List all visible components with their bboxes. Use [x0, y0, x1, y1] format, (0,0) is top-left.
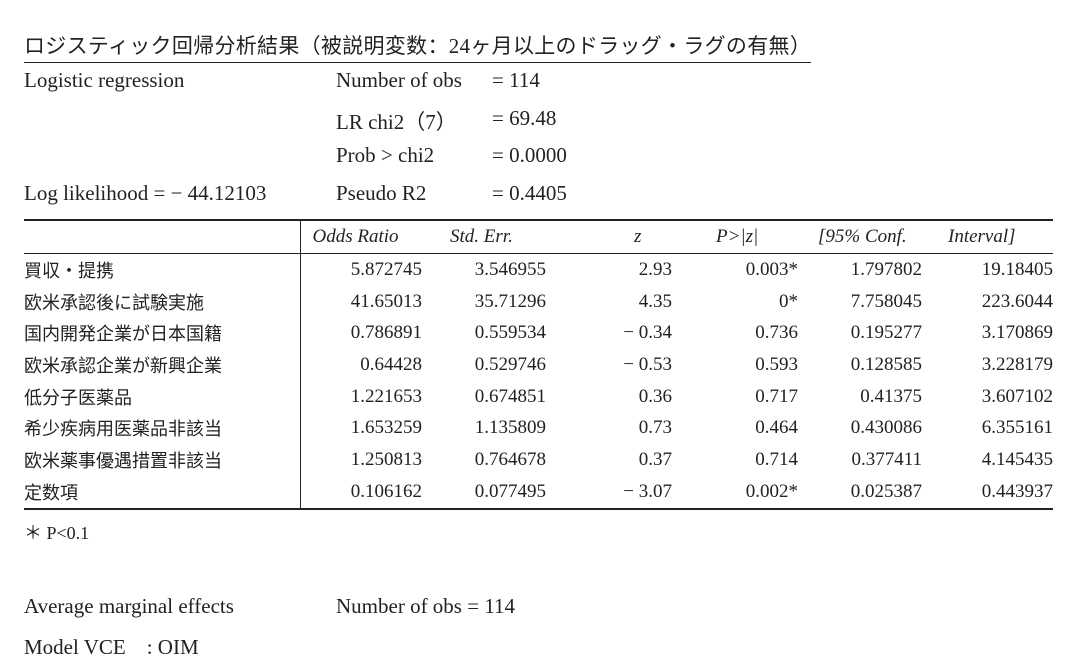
- cell-odds-ratio: 1.653259: [350, 417, 422, 439]
- cell-variable: 欧米薬事優遇措置非該当: [24, 444, 301, 476]
- cell-variable: 低分子医薬品: [24, 380, 301, 413]
- cell-conf-low: 0.377411: [851, 448, 922, 470]
- cell-conf-low: 0.430086: [850, 417, 922, 439]
- cell-odds-ratio: 1.221653: [350, 385, 422, 407]
- footnote: ＊ P<0.1: [24, 523, 90, 543]
- cell-odds-ratio: 0.786891: [350, 322, 422, 344]
- model-vce: Model VCE : OIM: [24, 635, 199, 659]
- stat-key-nobs: Number of obs: [336, 68, 462, 92]
- cell-odds-ratio: 0.64428: [360, 353, 422, 375]
- cell-conf-high: 3.607102: [981, 385, 1053, 407]
- cell-conf-high: 19.18405: [981, 258, 1053, 280]
- header-variable: [24, 220, 301, 254]
- cell-variable: 欧米承認企業が新興企業: [24, 349, 301, 381]
- cell-conf-low: 0.195277: [850, 322, 922, 344]
- cell-conf-high: 0.443937: [981, 480, 1053, 502]
- table-row: 定数項 0.106162 0.077495 − 3.07 0.002* 0.025387 0…: [24, 475, 1053, 509]
- table-row: 欧米承認企業が新興企業 0.64428 0.529746 − 0.53 0.593 0.1…: [24, 349, 1053, 381]
- cell-z: 0.37: [638, 448, 672, 470]
- stat-value-pseudo-r2: = 0.4405: [492, 181, 567, 205]
- cell-z: − 0.53: [623, 353, 672, 375]
- cell-p-value: 0.593: [755, 353, 798, 375]
- header-conf-high: Interval]: [948, 226, 1016, 247]
- stat-value-nobs: = 114: [492, 68, 540, 92]
- cell-std-err: 1.135809: [474, 417, 546, 439]
- cell-p-value: 0.736: [755, 322, 798, 344]
- cell-odds-ratio: 41.65013: [350, 290, 422, 312]
- header-std-err: Std. Err.: [450, 226, 513, 247]
- cell-odds-ratio: 0.106162: [350, 480, 422, 502]
- cell-z: − 0.34: [623, 322, 672, 344]
- cell-variable: 買収・提携: [24, 253, 301, 286]
- table-row: 国内開発企業が日本国籍 0.786891 0.559534 − 0.34 0.736 0.…: [24, 317, 1053, 350]
- stat-key-lr-chi2: LR chi2（7）: [336, 110, 457, 134]
- cell-p-value: 0.464: [755, 417, 798, 439]
- header-conf-low: [95% Conf.: [818, 226, 907, 247]
- cell-z: − 3.07: [623, 480, 672, 502]
- cell-z: 4.35: [638, 290, 672, 312]
- cell-conf-high: 4.145435: [981, 448, 1053, 470]
- marginal-nobs: Number of obs = 114: [336, 594, 516, 618]
- cell-std-err: 0.764678: [474, 448, 546, 470]
- cell-conf-high: 223.6044: [981, 290, 1053, 312]
- page-title: ロジスティック回帰分析結果（被説明変数：24ヶ月以上のドラッグ・ラグの有無）: [24, 30, 812, 63]
- cell-variable: 国内開発企業が日本国籍: [24, 317, 301, 350]
- table-row: 希少疾病用医薬品非該当 1.653259 1.135809 0.73 0.464 0.43…: [24, 412, 1053, 445]
- cell-variable: 希少疾病用医薬品非該当: [24, 412, 301, 445]
- cell-std-err: 0.077495: [474, 480, 546, 502]
- table-row: 買収・提携 5.872745 3.546955 2.93 0.003* 1.797802 1…: [24, 253, 1053, 286]
- cell-conf-low: 0.128585: [850, 353, 922, 375]
- marginal-effects-label: Average marginal effects: [24, 594, 234, 618]
- stat-key-prob-chi2: Prob > chi2: [336, 143, 435, 167]
- table-header-row: Odds Ratio Std. Err. z P>|z| [95% Conf. …: [24, 220, 1053, 254]
- stat-value-lr-chi2: = 69.48: [492, 106, 557, 130]
- cell-conf-low: 0.025387: [850, 480, 922, 502]
- model-label: Logistic regression: [24, 68, 185, 92]
- cell-conf-high: 6.355161: [981, 417, 1053, 439]
- cell-conf-low: 7.758045: [850, 290, 922, 312]
- cell-z: 0.73: [638, 417, 672, 439]
- cell-odds-ratio: 5.872745: [350, 258, 422, 280]
- cell-conf-high: 3.170869: [981, 322, 1053, 344]
- cell-p-value: 0.002*: [745, 480, 798, 502]
- cell-p-value: 0.717: [755, 385, 798, 407]
- stat-value-prob-chi2: = 0.0000: [492, 143, 567, 167]
- cell-std-err: 3.546955: [474, 258, 546, 280]
- header-z: z: [634, 226, 642, 247]
- cell-p-value: 0.714: [755, 448, 798, 470]
- cell-std-err: 0.529746: [474, 353, 546, 375]
- cell-p-value: 0*: [779, 290, 798, 312]
- cell-variable: 欧米承認後に試験実施: [24, 285, 301, 318]
- cell-std-err: 0.674851: [474, 385, 546, 407]
- cell-variable: 定数項: [24, 475, 301, 509]
- table-row: 欧米薬事優遇措置非該当 1.250813 0.764678 0.37 0.714 0.37…: [24, 444, 1053, 476]
- stat-key-pseudo-r2: Pseudo R2: [336, 181, 427, 205]
- cell-conf-high: 3.228179: [981, 353, 1053, 375]
- table-row: 低分子医薬品 1.221653 0.674851 0.36 0.717 0.41375 3.…: [24, 380, 1053, 413]
- cell-z: 0.36: [638, 385, 672, 407]
- cell-z: 2.93: [638, 258, 672, 280]
- table-row: 欧米承認後に試験実施 41.65013 35.71296 4.35 0* 7.758045…: [24, 285, 1053, 318]
- cell-conf-low: 1.797802: [850, 258, 922, 280]
- header-odds-ratio: Odds Ratio: [312, 226, 399, 247]
- cell-conf-low: 0.41375: [860, 385, 922, 407]
- cell-std-err: 0.559534: [474, 322, 546, 344]
- cell-std-err: 35.71296: [474, 290, 546, 312]
- cell-odds-ratio: 1.250813: [350, 448, 422, 470]
- regression-table: Odds Ratio Std. Err. z P>|z| [95% Conf. …: [24, 219, 1053, 510]
- header-p-value: P>|z|: [716, 226, 759, 247]
- log-likelihood: Log likelihood = − 44.12103: [24, 181, 267, 205]
- cell-p-value: 0.003*: [745, 258, 798, 280]
